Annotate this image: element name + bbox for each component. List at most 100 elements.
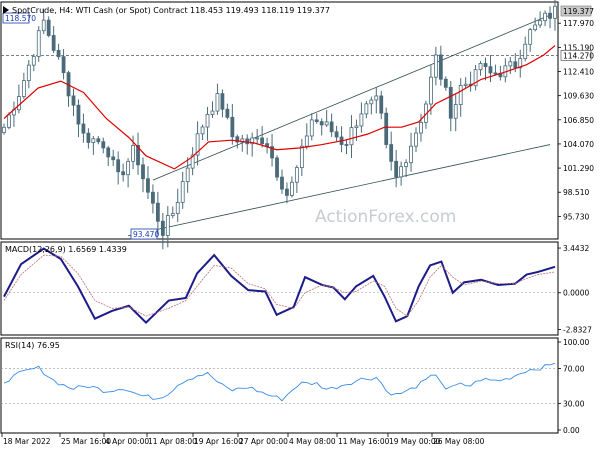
candle-body xyxy=(116,159,121,173)
candle-body xyxy=(170,213,175,216)
candle-body xyxy=(285,188,289,196)
macd-tick-label: 3.4432 xyxy=(563,244,589,253)
rsi-level-lines xyxy=(1,368,558,404)
candle-body xyxy=(473,69,478,87)
candle-body xyxy=(319,121,324,126)
candle-body xyxy=(394,160,399,178)
candle-body xyxy=(250,137,255,145)
candle-body xyxy=(235,136,240,143)
candle-body xyxy=(111,156,116,161)
candle-body xyxy=(280,176,284,190)
candle-body xyxy=(553,5,557,19)
time-tick-label: 11 May 16:00 xyxy=(338,437,390,446)
candle-body xyxy=(329,121,334,133)
candle-body xyxy=(185,167,190,182)
macd-y-axis: 3.4432 0.0000 -2.8327 xyxy=(558,244,592,335)
candle-body xyxy=(349,127,354,146)
candle-body xyxy=(36,30,41,57)
candle-body xyxy=(210,110,215,115)
rsi-title: RSI(14) 76.95 xyxy=(5,341,60,350)
candle-body xyxy=(448,86,453,119)
time-tick-label: 27 Apr 00:00 xyxy=(239,437,288,446)
candle-body xyxy=(96,138,101,143)
candle-body xyxy=(528,29,533,45)
candle-body xyxy=(299,145,304,168)
candle-body xyxy=(414,132,418,147)
candle-body xyxy=(548,12,552,19)
price-tick-label: 109.630 xyxy=(563,92,594,101)
rsi-tick-label: 100.00 xyxy=(563,338,589,347)
rsi-tick-label: 30.00 xyxy=(563,400,585,409)
rsi-lines xyxy=(3,362,556,402)
candle-body xyxy=(7,114,11,128)
candle-body xyxy=(409,145,413,164)
candle-body xyxy=(2,126,6,133)
candle-body xyxy=(46,19,51,36)
price-tick-label: 106.850 xyxy=(563,116,594,125)
time-tick-label: 4 May 08:00 xyxy=(289,437,336,446)
price-annotation-box xyxy=(2,12,30,24)
time-tick-label: 19 Apr 16:00 xyxy=(194,437,243,446)
price-tick-label: 115.190 xyxy=(563,43,594,52)
candle-body xyxy=(126,160,130,176)
price-tag-box xyxy=(560,50,592,61)
candle-body xyxy=(324,121,329,126)
candle-body xyxy=(389,144,394,162)
candle-body xyxy=(384,112,389,145)
candle-body xyxy=(488,66,493,74)
candle-body xyxy=(180,181,185,203)
candle-body xyxy=(41,19,46,32)
price-header: SpotCrude, H4: WTI Cash (or Spot) Contra… xyxy=(3,6,330,15)
candle-body xyxy=(151,191,155,204)
candle-body xyxy=(141,164,145,180)
candle-body xyxy=(31,56,36,66)
candle-body xyxy=(523,43,528,60)
candle-body xyxy=(493,72,498,75)
candle-body xyxy=(314,119,319,123)
price-title: SpotCrude, H4: WTI Cash (or Spot) Contra… xyxy=(12,6,188,15)
price-annotation-label: 118.570 xyxy=(5,14,36,23)
candle-body xyxy=(438,54,443,80)
macd-panel-frame xyxy=(0,241,559,336)
candle-body xyxy=(518,58,523,69)
moving-average-line xyxy=(3,45,556,170)
macd-series-1 xyxy=(3,254,556,317)
candle-body xyxy=(220,93,225,110)
time-tick-label: 19 May 00:00 xyxy=(389,437,441,446)
candle-body xyxy=(429,76,433,105)
price-tick-label: 104.070 xyxy=(563,140,594,149)
candle-body xyxy=(81,123,86,134)
candle-body xyxy=(21,80,26,97)
price-candles xyxy=(2,0,557,250)
candle-body xyxy=(294,167,299,183)
price-tag-label: 114.270 xyxy=(563,51,594,60)
candle-body xyxy=(433,54,438,78)
candle-body xyxy=(190,154,195,169)
rsi-series-0 xyxy=(3,362,556,402)
candle-body xyxy=(101,141,106,149)
rsi-tick-label: 70.00 xyxy=(563,364,585,373)
candle-body xyxy=(290,181,294,196)
candle-body xyxy=(225,108,230,118)
watermark-text: ActionForex.com xyxy=(315,207,456,227)
candle-body xyxy=(538,20,543,26)
candle-body xyxy=(359,113,364,127)
price-tick-label: 112.410 xyxy=(563,68,594,77)
candle-body xyxy=(26,64,31,82)
candle-body xyxy=(344,144,349,146)
candle-body xyxy=(443,78,448,88)
candle-body xyxy=(56,49,61,58)
channel-line-1 xyxy=(128,144,551,237)
candle-body xyxy=(478,63,483,71)
macd-tick-label: -2.8327 xyxy=(563,326,592,335)
channel-line-0 xyxy=(152,14,551,181)
candle-body xyxy=(508,61,513,67)
time-tick-label: 11 Apr 08:00 xyxy=(148,437,197,446)
price-tick-label: 95.730 xyxy=(563,212,589,221)
time-tick-label: 25 Mar 16:00 xyxy=(61,437,111,446)
candle-body xyxy=(155,202,160,222)
candle-body xyxy=(71,95,76,106)
candle-body xyxy=(463,83,468,86)
candle-body xyxy=(131,144,135,162)
